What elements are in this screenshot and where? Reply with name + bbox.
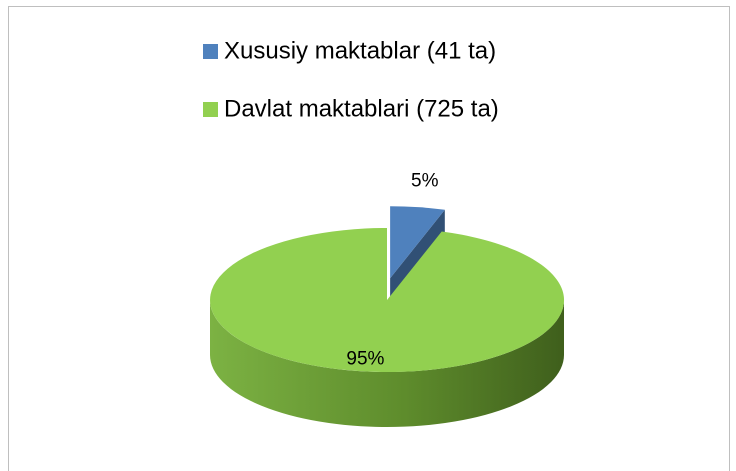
legend-label: Davlat maktablari (725 ta) [224, 95, 499, 122]
slice-side [210, 300, 564, 427]
data-label: 95% [346, 348, 384, 369]
legend-swatch [203, 102, 218, 117]
data-label: 5% [411, 170, 439, 191]
legend-swatch [203, 44, 218, 59]
legend-label: Xususiy maktablar (41 ta) [224, 37, 496, 64]
slice [210, 228, 565, 372]
slice [390, 206, 445, 279]
